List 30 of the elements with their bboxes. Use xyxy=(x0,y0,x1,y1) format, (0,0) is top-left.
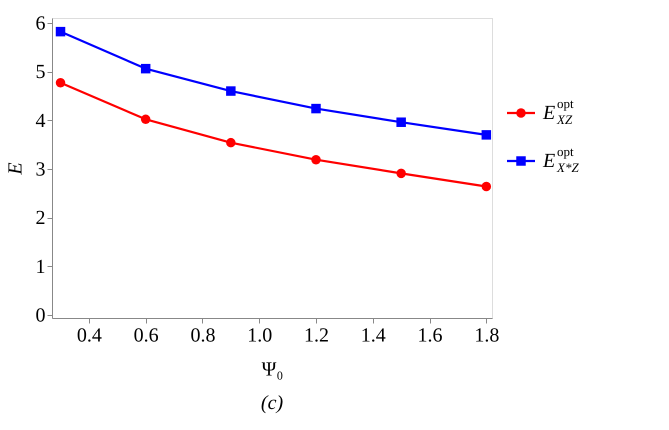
point xyxy=(226,138,236,148)
x-tick-label: 1.2 xyxy=(304,324,329,346)
point xyxy=(311,104,321,114)
x-tick-label: 1.8 xyxy=(474,324,500,346)
y-tick-label: 2 xyxy=(36,207,46,230)
point xyxy=(396,117,406,127)
text: (c) xyxy=(260,392,284,414)
y-tick-label: 1 xyxy=(36,256,46,278)
x-tick-label: 0.6 xyxy=(134,324,159,346)
point xyxy=(311,154,321,164)
y-tick-label: 5 xyxy=(36,61,46,84)
x-tick-label: 1.4 xyxy=(360,324,386,346)
x-axis-title: Ψ₀ xyxy=(262,358,284,380)
y-axis-title: E xyxy=(4,162,26,176)
x-tick-label: 1.0 xyxy=(247,324,272,346)
point xyxy=(482,182,492,192)
y-tick-label: 0 xyxy=(36,304,46,327)
point xyxy=(140,114,150,124)
point xyxy=(226,86,236,96)
point xyxy=(56,26,66,36)
point xyxy=(140,64,150,74)
point xyxy=(482,130,492,140)
x-tick-label: 0.4 xyxy=(76,324,102,346)
y-tick-label: 6 xyxy=(36,12,46,34)
y-tick-label: 3 xyxy=(36,158,46,180)
x-tick-label: 1.6 xyxy=(418,324,443,346)
x-tick-label: 0.8 xyxy=(190,324,216,346)
point xyxy=(56,78,66,88)
y-tick-label: 4 xyxy=(36,110,46,132)
point xyxy=(396,168,406,178)
